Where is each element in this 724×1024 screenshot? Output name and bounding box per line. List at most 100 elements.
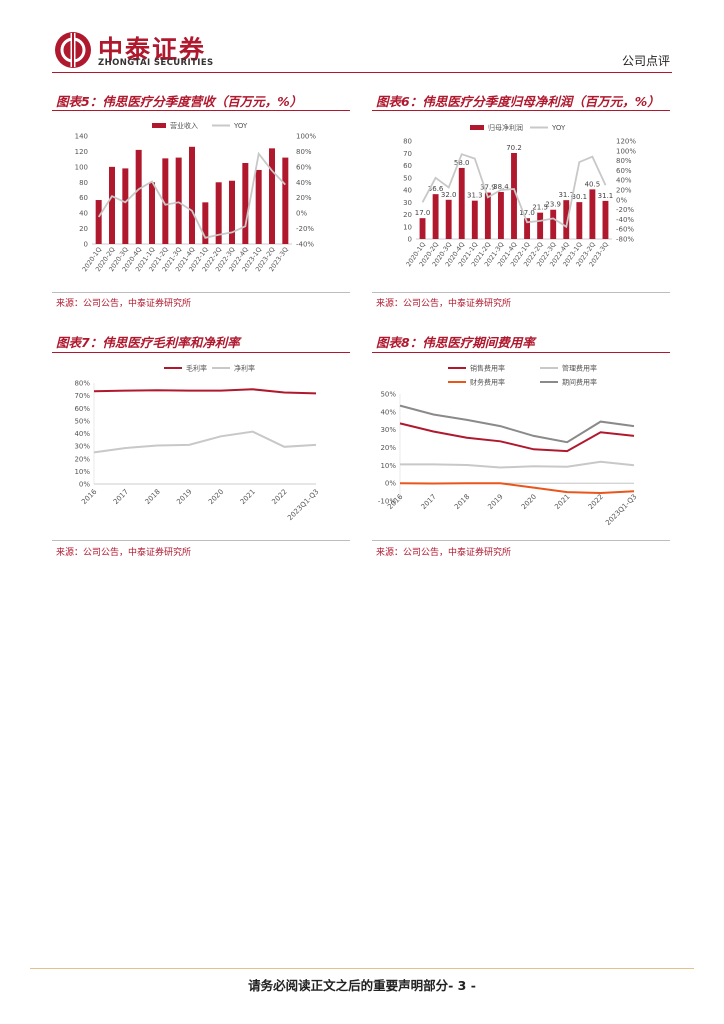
bar	[524, 218, 531, 239]
y-tick-label: 20%	[380, 444, 396, 452]
y-tick-right: 100%	[296, 133, 316, 141]
y-tick-left: 40	[403, 187, 412, 195]
y-tick-right: -20%	[616, 206, 634, 214]
y-tick-left: 50	[403, 174, 412, 182]
data-label: 38.4	[493, 183, 509, 191]
zhongtai-logo-icon	[55, 32, 91, 68]
bar	[563, 200, 570, 239]
legend-label: 毛利率	[186, 364, 207, 373]
bar	[255, 169, 262, 244]
x-tick-label: 2022	[587, 493, 605, 511]
bar	[162, 158, 169, 244]
y-tick-right: -40%	[616, 216, 634, 224]
x-tick-label: 2018	[144, 488, 162, 506]
data-label: 40.5	[585, 180, 601, 188]
bar	[432, 194, 439, 239]
legend-swatch-bar	[152, 123, 166, 128]
y-tick-right: -80%	[616, 236, 634, 244]
yoy-line	[421, 153, 607, 229]
series-line	[93, 430, 317, 454]
y-tick-left: 70	[403, 150, 412, 158]
y-tick-right: 20%	[296, 194, 312, 202]
y-tick-right: 60%	[296, 163, 312, 171]
data-label: 23.9	[545, 201, 561, 209]
y-tick-label: 10%	[380, 462, 396, 470]
y-tick-left: 20	[403, 211, 412, 219]
figure-6-title: 图表6：伟思医疗分季度归母净利润（百万元，%）	[376, 94, 660, 109]
series-line	[93, 388, 317, 395]
bar	[602, 200, 609, 239]
y-tick-left: 80	[79, 179, 88, 187]
bar	[497, 191, 504, 239]
y-tick-label: 50%	[74, 417, 90, 425]
figure-7-source-rule	[52, 540, 350, 541]
legend-label-bar: 营业收入	[170, 121, 198, 130]
bar	[282, 157, 289, 244]
y-tick-label: 70%	[74, 392, 90, 400]
data-label: 36.6	[428, 185, 444, 193]
series-line	[400, 460, 635, 469]
y-tick-left: 0	[84, 241, 88, 249]
x-tick-label: 2019	[175, 488, 193, 506]
x-tick-label: 2020	[520, 493, 538, 511]
y-tick-right: 100%	[616, 147, 636, 155]
chart-margins: 毛利率 净利率 0% 10% 20% 30% 40% 50% 60% 70% 80% 2016 2017…	[74, 364, 320, 523]
legend-label-bar: 归母净利润	[488, 123, 523, 132]
x-tick-label: 2016	[80, 487, 99, 506]
bar	[576, 202, 583, 239]
y-tick-label: 40%	[74, 430, 90, 438]
y-tick-label: 60%	[74, 405, 90, 413]
y-tick-left: 30	[403, 199, 412, 207]
header-rule	[52, 72, 672, 73]
x-tick-label: 2022	[270, 488, 288, 506]
bar	[109, 166, 115, 244]
bar	[229, 180, 235, 244]
bar	[242, 163, 249, 244]
data-label: 17.0	[415, 209, 431, 217]
data-label: 32.0	[441, 191, 457, 199]
figure-6-source: 来源：公司公告，中泰证券研究所	[376, 299, 512, 309]
y-tick-left: 0	[408, 236, 412, 244]
bar	[445, 199, 452, 239]
bar	[122, 168, 129, 244]
y-tick-right: 40%	[616, 177, 632, 185]
y-tick-label: 10%	[74, 468, 90, 476]
figure-5-title: 图表5：伟思医疗分季度营收（百万元，%）	[56, 94, 303, 109]
document-type: 公司点评	[621, 54, 670, 68]
series-line	[399, 422, 635, 453]
series-line	[399, 404, 635, 444]
legend-label: 财务费用率	[470, 378, 505, 387]
bar	[471, 200, 478, 239]
series-line	[399, 482, 635, 495]
figure-8-title-rule	[372, 352, 670, 353]
chart-quarterly-revenue: 营业收入 YOY 0 20 40 60 80 100 120 140 -40% -20% 0% 20% 40…	[75, 121, 317, 273]
y-tick-right: 40%	[296, 179, 312, 187]
bar	[215, 182, 222, 244]
y-tick-left: 20	[79, 225, 88, 233]
y-tick-label: -10%	[378, 498, 396, 506]
y-tick-label: 0%	[79, 481, 90, 489]
footer-rule	[30, 968, 694, 969]
bar	[537, 212, 544, 239]
x-tick-label: 2018	[453, 493, 471, 511]
y-tick-label: 20%	[74, 455, 90, 463]
data-label: 21.5	[532, 204, 548, 212]
y-tick-left: 60	[79, 194, 88, 202]
y-tick-right: 80%	[616, 157, 632, 165]
bar	[589, 189, 596, 239]
bar	[511, 153, 517, 239]
data-label: 30.1	[572, 193, 588, 201]
legend-swatch-bar	[470, 125, 484, 130]
data-label: 17.0	[519, 209, 535, 217]
legend-label: 期间费用率	[562, 378, 597, 387]
y-tick-label: 50%	[380, 391, 396, 399]
y-tick-left: 60	[403, 162, 412, 170]
y-tick-label: 40%	[380, 408, 396, 416]
figure-5-source: 来源：公司公告，中泰证券研究所	[56, 299, 192, 309]
bar	[484, 192, 491, 239]
y-tick-right: 60%	[616, 167, 632, 175]
y-tick-right: 120%	[616, 138, 636, 146]
bar	[95, 200, 102, 244]
bar	[135, 149, 142, 244]
y-tick-right: 0%	[616, 196, 627, 204]
